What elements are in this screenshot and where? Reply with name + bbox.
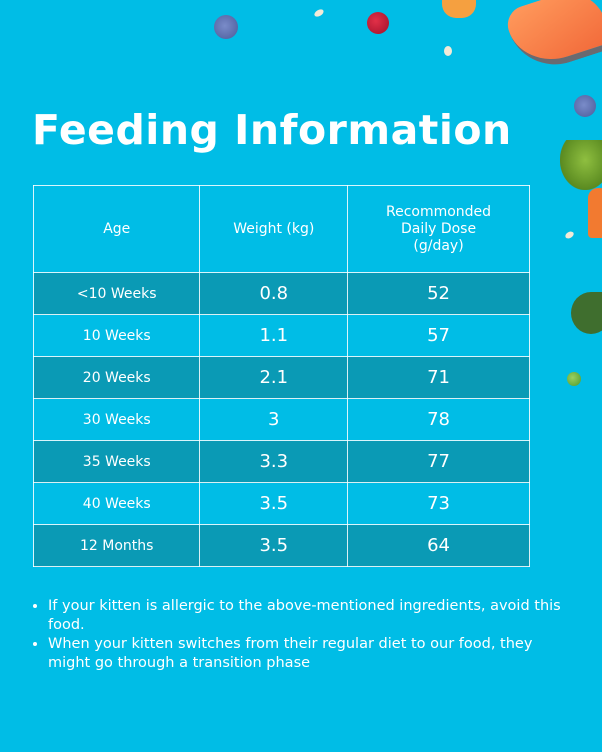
table-row: <10 Weeks 0.8 52: [32, 272, 530, 315]
table-header-row: Age Weight (kg) Recommonded Daily Dose (…: [32, 185, 530, 273]
header-age: Age: [32, 185, 201, 273]
salmon-steak-icon: [502, 0, 602, 78]
age-cell: 20 Weeks: [32, 356, 201, 399]
age-cell: 40 Weeks: [32, 482, 201, 525]
pea-icon: [567, 372, 581, 386]
weight-cell: 3.3: [199, 440, 349, 483]
note-item: If your kitten is allergic to the above-…: [48, 597, 578, 635]
dose-cell: 73: [347, 482, 530, 525]
dose-cell: 52: [347, 272, 530, 315]
dose-cell: 77: [347, 440, 530, 483]
weight-cell: 2.1: [199, 356, 349, 399]
oat-flake-icon: [313, 7, 325, 19]
feeding-table: Age Weight (kg) Recommonded Daily Dose (…: [32, 185, 530, 567]
age-cell: 35 Weeks: [32, 440, 201, 483]
table-row: 40 Weeks 3.5 73: [32, 482, 530, 525]
carrot-icon: [560, 140, 602, 240]
cranberry-icon: [367, 12, 389, 34]
weight-cell: 3.5: [199, 482, 349, 525]
blueberry-icon: [574, 95, 596, 117]
page-title: Feeding Information: [32, 106, 512, 154]
dose-cell: 57: [347, 314, 530, 357]
table-row: 10 Weeks 1.1 57: [32, 314, 530, 357]
age-cell: <10 Weeks: [32, 272, 201, 315]
carrot-slice-icon: [442, 0, 476, 18]
age-cell: 10 Weeks: [32, 314, 201, 357]
weight-cell: 3: [199, 398, 349, 441]
table-row: 20 Weeks 2.1 71: [32, 356, 530, 399]
header-daily-dose: Recommonded Daily Dose (g/day): [347, 185, 530, 273]
spinach-leaf-icon: [571, 292, 602, 334]
note-item: When your kitten switches from their reg…: [48, 635, 578, 673]
header-weight: Weight (kg): [199, 185, 349, 273]
weight-cell: 0.8: [199, 272, 349, 315]
table-row: 35 Weeks 3.3 77: [32, 440, 530, 483]
table-row: 30 Weeks 3 78: [32, 398, 530, 441]
age-cell: 12 Months: [32, 524, 201, 567]
oat-flake-icon: [444, 46, 452, 56]
table-row: 12 Months 3.5 64: [32, 524, 530, 567]
notes-list: If your kitten is allergic to the above-…: [30, 597, 578, 673]
dose-cell: 78: [347, 398, 530, 441]
weight-cell: 1.1: [199, 314, 349, 357]
age-cell: 30 Weeks: [32, 398, 201, 441]
weight-cell: 3.5: [199, 524, 349, 567]
dose-cell: 71: [347, 356, 530, 399]
dose-cell: 64: [347, 524, 530, 567]
blueberry-icon: [214, 15, 238, 39]
